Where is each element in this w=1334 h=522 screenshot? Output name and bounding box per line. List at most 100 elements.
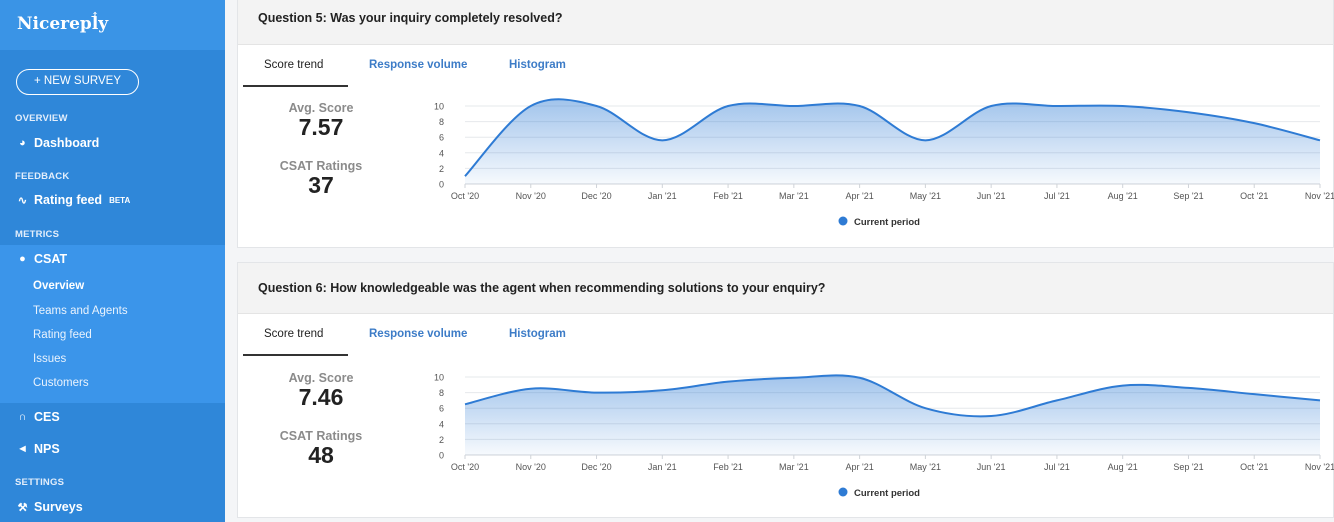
section-label-feedback: FEEDBACK [15,171,70,182]
sidebar: Nicereply ⤴ + NEW SURVEY OVERVIEW ◕ Dash… [0,0,225,522]
y-tick-label: 8 [439,117,444,127]
y-tick-label: 8 [439,388,444,398]
x-tick-label: Dec '20 [581,462,611,472]
sidebar-item-ces[interactable]: ∩ CES [16,410,60,424]
x-tick-label: Dec '20 [581,191,611,201]
legend-marker [838,216,848,226]
score-trend-chart: 0 2 4 6 8 10 Oct '20 Nov '20 Dec '20 Jan '21 Feb '… [434,373,1334,500]
x-tick-label: Oct '20 [451,191,479,201]
x-tick-label: Mar '21 [779,462,809,472]
new-survey-button[interactable]: + NEW SURVEY [16,69,139,95]
x-tick-label: Nov '20 [516,191,546,201]
avg-score-value: 7.57 [298,114,344,140]
sidebar-subitem-rating-feed[interactable]: Rating feed [33,329,92,341]
avg-score-label: Avg. Score [288,371,354,385]
wrench-icon: ⚒ [17,501,28,514]
x-tick-label: Jan '21 [648,462,677,472]
x-tick-label: Feb '21 [713,462,743,472]
x-tick-label: Nov '21 [1305,462,1334,472]
ces-icon: ∩ [18,411,27,423]
x-tick-label: Jul '21 [1044,462,1070,472]
x-tick-label: May '21 [910,191,941,201]
question-card: Question 5: Was your inquiry completely … [237,0,1334,248]
chart-tabs: Score trend Response volume Histogram [243,314,763,358]
tab-response-volume[interactable]: Response volume [369,59,468,71]
sidebar-item-label: CSAT [34,252,68,266]
tab-score-trend[interactable]: Score trend [264,328,324,340]
x-tick-label: Jan '21 [648,191,677,201]
section-label-overview: OVERVIEW [15,113,68,124]
x-tick-label: Oct '21 [1240,462,1268,472]
y-tick-label: 0 [439,451,444,461]
ratings-value: 48 [308,442,334,468]
tab-score-trend[interactable]: Score trend [264,59,324,71]
ratings-label: CSAT Ratings [279,159,363,173]
csat-submenu: ● CSAT Overview Teams and Agents Rating … [0,245,225,403]
sidebar-subitem-issues[interactable]: Issues [33,353,67,365]
brand-name: Nicereply [17,14,109,34]
sidebar-item-rating-feed[interactable]: ∿ Rating feed BETA [16,193,130,207]
series-area [465,375,1320,455]
tab-response-volume[interactable]: Response volume [369,328,468,340]
y-tick-label: 4 [439,419,444,429]
sidebar-subitem-teams-and-agents[interactable]: Teams and Agents [33,305,128,317]
x-tick-label: Aug '21 [1108,462,1138,472]
y-tick-label: 10 [434,102,444,112]
sidebar-item-dashboard[interactable]: ◕ Dashboard [16,136,99,150]
x-tick-label: Oct '21 [1240,191,1268,201]
sidebar-subitem-overview[interactable]: Overview [33,280,85,292]
legend-label: Current period [854,217,920,228]
y-tick-label: 2 [439,435,444,445]
y-tick-label: 4 [439,148,444,158]
sidebar-item-label: Rating feed [34,193,103,207]
series-line [464,374,1321,418]
x-tick-label: Jun '21 [977,191,1006,201]
active-tab-indicator [243,354,348,356]
x-tick-label: Nov '21 [1305,191,1334,201]
tab-histogram[interactable]: Histogram [509,328,566,340]
x-tick-label: Aug '21 [1108,191,1138,201]
sidebar-item-surveys[interactable]: ⚒ Surveys [16,500,83,514]
x-tick-label: Feb '21 [713,191,743,201]
sidebar-item-label: CES [34,410,60,424]
megaphone-icon: ◄ [17,443,28,455]
x-tick-label: May '21 [910,462,941,472]
legend-label: Current period [854,488,920,499]
x-tick-label: Mar '21 [779,191,809,201]
sidebar-item-label: NPS [34,442,60,456]
active-tab-indicator [243,85,348,87]
section-label-settings: SETTINGS [15,477,65,488]
beta-badge: BETA [109,195,131,205]
y-tick-label: 10 [434,373,444,383]
series-line [464,98,1321,177]
sidebar-item-label: Surveys [34,500,83,514]
question-title-text: Question 6: How knowledgeable was the ag… [258,281,826,295]
sidebar-item-label: Dashboard [34,136,100,150]
series-area [465,99,1320,184]
question-title: Question 6: How knowledgeable was the ag… [238,263,1333,314]
x-tick-label: Apr '21 [845,462,873,472]
brand-logo[interactable]: Nicereply ⤴ [0,0,225,50]
tab-histogram[interactable]: Histogram [509,59,566,71]
question-card: Question 6: How knowledgeable was the ag… [237,262,1334,518]
rss-icon: ∿ [17,194,28,207]
question-title: Question 5: Was your inquiry completely … [238,0,1333,45]
x-tick-label: Sep '21 [1173,191,1203,201]
y-tick-label: 6 [439,404,444,414]
avg-score-value: 7.46 [298,384,344,410]
y-tick-label: 6 [439,133,444,143]
ratings-label: CSAT Ratings [279,429,363,443]
sidebar-subitem-customers[interactable]: Customers [33,377,89,389]
gauge-icon: ◕ [19,137,26,149]
section-label-metrics: METRICS [15,229,60,240]
sidebar-item-csat[interactable]: ● CSAT [16,252,67,266]
sidebar-item-nps[interactable]: ◄ NPS [16,442,60,456]
y-tick-label: 2 [439,164,444,174]
legend-marker [838,487,848,497]
logo-swoosh-icon: ⤴ [90,10,99,21]
avg-score-label: Avg. Score [288,101,354,115]
x-tick-label: Jun '21 [977,462,1006,472]
x-tick-label: Sep '21 [1173,462,1203,472]
chart-tabs: Score trend Response volume Histogram [243,45,763,89]
x-tick-label: Oct '20 [451,462,479,472]
